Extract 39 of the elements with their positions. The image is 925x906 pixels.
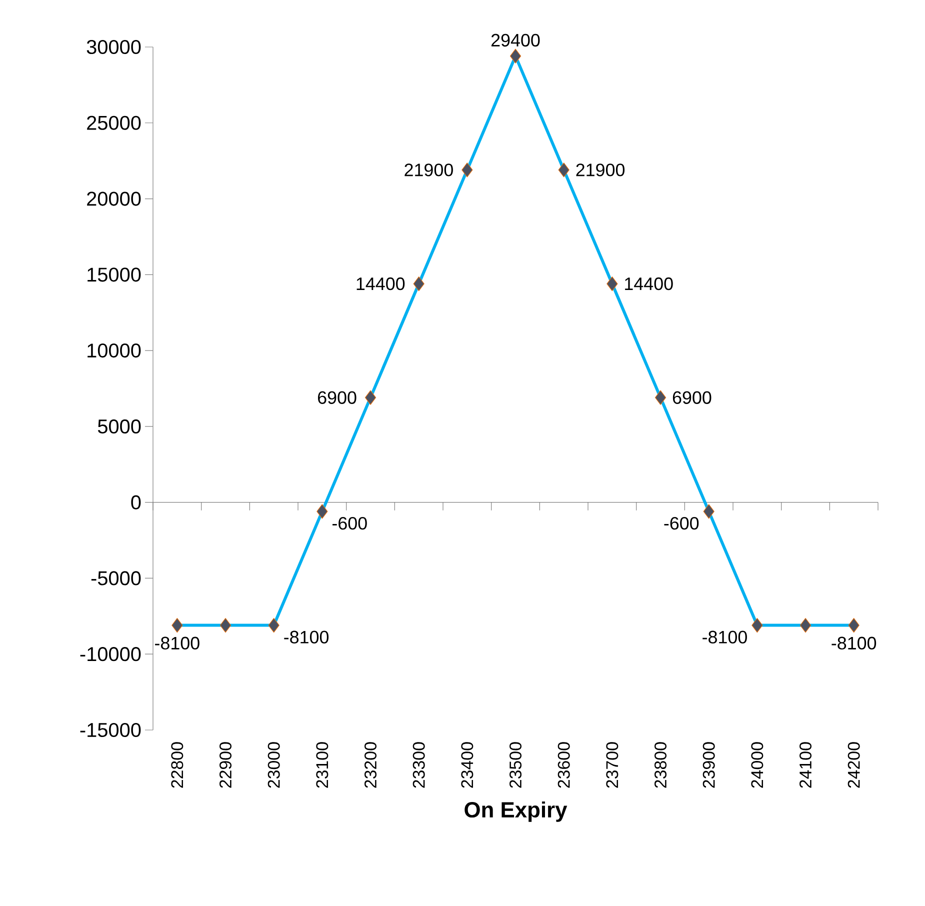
x-tick-label: 23200 (364, 742, 377, 788)
x-tick-label: 22900 (220, 742, 232, 788)
y-tick-label: 5000 (98, 419, 141, 434)
x-tick-label: 22800 (171, 742, 184, 788)
text: 6900 (672, 391, 712, 404)
x-tick-label: 24000 (751, 742, 764, 788)
y-tick-label: 0 (131, 495, 141, 510)
x-tick-label: 23300 (412, 742, 425, 788)
y-tick-label: 30000 (86, 40, 141, 54)
text: -8100 (155, 636, 200, 650)
text: -8100 (702, 630, 747, 644)
text: 14400 (625, 277, 673, 290)
y-tick-label: 25000 (87, 116, 141, 130)
y-tick-label: 20000 (87, 192, 141, 206)
x-tick-label: 23500 (510, 742, 522, 788)
text: 14400 (356, 277, 405, 290)
y-tick-label: 10000 (88, 344, 141, 358)
y-tick-label: -10000 (80, 647, 141, 662)
text: 21900 (404, 164, 453, 176)
text: 29400 (491, 34, 540, 47)
x-tick-label: 24100 (800, 742, 812, 788)
x-tick-label: 23800 (654, 742, 667, 788)
x-tick-label: 23700 (606, 742, 618, 788)
text: 21900 (576, 164, 625, 176)
x-tick-label: 23600 (558, 742, 570, 788)
x-tick-label: 23900 (702, 742, 715, 788)
text: -600 (664, 516, 699, 530)
text: -8100 (284, 630, 329, 644)
text: -8100 (832, 636, 876, 650)
x-tick-label: 23100 (316, 742, 328, 788)
x-tick-label: 23000 (268, 742, 280, 788)
y-tick-label: 15000 (88, 268, 141, 282)
text: -600 (332, 516, 367, 530)
x-tick-label: 24200 (848, 742, 860, 788)
y-tick-label: -15000 (80, 722, 141, 738)
text: 6900 (318, 391, 356, 404)
x-axis-title: On Expiry (464, 801, 568, 822)
x-tick-label: 23400 (461, 742, 474, 788)
y-tick-label: -5000 (91, 571, 141, 586)
